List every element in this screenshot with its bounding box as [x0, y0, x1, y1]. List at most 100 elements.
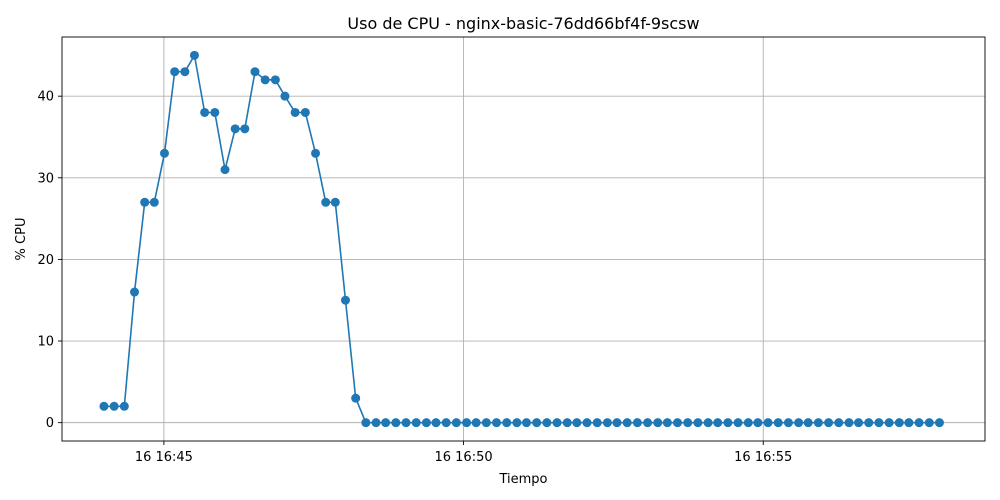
data-point — [854, 418, 864, 428]
data-point — [713, 418, 723, 428]
data-point — [119, 401, 129, 411]
data-point — [401, 418, 411, 428]
data-point — [924, 418, 934, 428]
data-point — [874, 418, 884, 428]
data-point — [140, 197, 150, 207]
data-point — [321, 197, 331, 207]
data-point — [330, 197, 340, 207]
data-point — [361, 418, 371, 428]
data-point — [864, 418, 874, 428]
data-point — [673, 418, 683, 428]
data-point — [210, 107, 220, 117]
data-point — [703, 418, 713, 428]
data-point — [471, 418, 481, 428]
data-point — [803, 418, 813, 428]
data-point — [159, 148, 169, 158]
data-point — [240, 124, 250, 134]
data-point — [562, 418, 572, 428]
data-point — [371, 418, 381, 428]
data-point — [441, 418, 451, 428]
data-point — [451, 418, 461, 428]
data-point — [260, 75, 270, 85]
data-point — [934, 418, 944, 428]
data-point — [532, 418, 542, 428]
data-point — [391, 418, 401, 428]
data-point — [783, 418, 793, 428]
data-point — [462, 418, 472, 428]
data-point — [492, 418, 502, 428]
chart-title: Uso de CPU - nginx-basic-76dd66bf4f-9scs… — [347, 14, 699, 33]
data-point — [914, 418, 924, 428]
y-tick-label: 30 — [37, 171, 54, 186]
data-point — [431, 418, 441, 428]
data-point — [763, 418, 773, 428]
data-point — [723, 418, 733, 428]
data-point — [753, 418, 763, 428]
data-point — [290, 107, 300, 117]
data-point — [592, 418, 602, 428]
data-point — [220, 165, 230, 175]
y-tick-label: 0 — [46, 416, 54, 431]
data-point — [773, 418, 783, 428]
data-point — [884, 418, 894, 428]
data-point — [340, 295, 350, 305]
plot-frame — [61, 36, 986, 442]
y-axis-label: % CPU — [14, 218, 29, 261]
x-tick-label: 16 16:55 — [734, 450, 792, 465]
data-point — [250, 67, 260, 77]
data-point — [653, 418, 663, 428]
data-point — [351, 393, 361, 403]
data-point — [109, 401, 119, 411]
data-point — [844, 418, 854, 428]
data-point — [643, 418, 653, 428]
data-point — [180, 67, 190, 77]
data-point — [582, 418, 592, 428]
data-point — [270, 75, 280, 85]
data-point — [794, 418, 804, 428]
data-point — [904, 418, 914, 428]
data-point — [894, 418, 904, 428]
axis-ticks: 16 16:45 16 16:50 16 16:55 0 10 20 30 40 — [37, 90, 792, 465]
y-tick-label: 10 — [37, 335, 54, 350]
data-point — [512, 418, 522, 428]
data-point — [522, 418, 531, 428]
data-point — [481, 418, 491, 428]
data-point — [733, 418, 743, 428]
data-point — [200, 107, 210, 117]
data-point — [411, 418, 421, 428]
grid-lines — [62, 37, 985, 441]
data-point — [421, 418, 431, 428]
data-point — [99, 401, 109, 411]
data-point — [280, 91, 290, 101]
data-point — [813, 418, 823, 428]
data-point — [149, 197, 159, 207]
data-point — [612, 418, 622, 428]
data-point — [662, 418, 672, 428]
series-cpu — [99, 50, 944, 428]
series-line — [103, 53, 940, 424]
data-point — [622, 418, 632, 428]
data-point — [693, 418, 703, 428]
data-point — [683, 418, 693, 428]
data-point — [311, 148, 321, 158]
x-axis-label: Tiempo — [498, 472, 547, 487]
data-point — [189, 50, 199, 60]
data-point — [824, 418, 834, 428]
data-point — [552, 418, 562, 428]
data-point — [542, 418, 552, 428]
data-point — [632, 418, 642, 428]
data-point — [381, 418, 391, 428]
data-point — [130, 287, 140, 297]
data-point — [602, 418, 612, 428]
y-tick-label: 40 — [37, 90, 54, 105]
data-point — [572, 418, 582, 428]
data-point — [300, 107, 310, 117]
data-point — [502, 418, 512, 428]
data-point — [170, 67, 180, 77]
y-tick-label: 20 — [37, 253, 54, 268]
x-tick-label: 16 16:50 — [434, 450, 492, 465]
x-tick-label: 16 16:45 — [135, 450, 193, 465]
data-point — [230, 124, 240, 134]
data-point — [834, 418, 844, 428]
